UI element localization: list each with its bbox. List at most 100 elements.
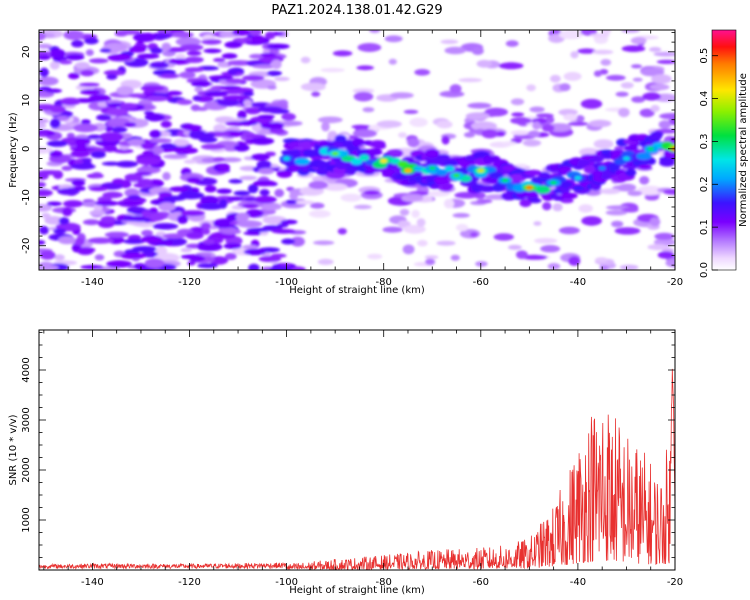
heatmap-cell	[218, 227, 238, 234]
heatmap-cell	[103, 69, 125, 76]
heatmap-cell	[80, 89, 101, 95]
heatmap-cell	[213, 123, 227, 133]
heatmap-cell	[572, 185, 585, 191]
heatmap-cell	[262, 215, 287, 225]
heatmap-cell	[247, 30, 262, 36]
heatmap-cell	[189, 255, 206, 262]
heatmap-cell	[249, 53, 264, 59]
heatmap-cell	[510, 98, 525, 106]
heatmap-cell	[213, 218, 236, 229]
heatmap-cell	[350, 158, 363, 165]
heatmap-cell	[388, 58, 397, 65]
heatmap-cell	[224, 252, 237, 260]
heatmap-cell	[226, 196, 245, 201]
heatmap-cell	[88, 58, 109, 64]
heatmap-cell	[257, 106, 283, 113]
heatmap-cell	[160, 143, 177, 150]
x-tick-label: -60	[473, 277, 489, 288]
heatmap-cell	[243, 231, 265, 236]
heatmap-cell	[39, 132, 49, 137]
heatmap-cell	[578, 204, 593, 213]
heatmap-cell	[46, 140, 68, 147]
heatmap-cell	[441, 183, 454, 190]
heatmap-cell	[452, 213, 470, 218]
heatmap-cell	[141, 235, 164, 243]
heatmap-cell	[469, 231, 478, 238]
heatmap-cell	[605, 74, 626, 81]
heatmap-cell	[233, 190, 251, 196]
heatmap-cell	[649, 217, 661, 227]
heatmap-cell	[94, 200, 119, 207]
x-tick-label: -140	[81, 277, 104, 288]
heatmap-cell	[605, 210, 628, 216]
heatmap-cell	[266, 43, 290, 50]
heatmap-cell	[44, 216, 64, 225]
heatmap-cell	[605, 205, 630, 210]
heatmap-cell	[427, 190, 451, 197]
heatmap-cell	[204, 185, 217, 193]
heatmap-cell	[39, 104, 58, 111]
heatmap-cell	[589, 33, 610, 38]
heatmap-cell	[575, 115, 585, 123]
heatmap-cell	[444, 165, 456, 172]
heatmap-cell	[467, 102, 492, 109]
x-tick-label: -40	[570, 277, 586, 288]
heatmap-cell	[89, 186, 108, 192]
x-tick-label: -120	[178, 277, 201, 288]
heatmap-cell	[69, 147, 95, 151]
heatmap-cell	[654, 232, 675, 240]
heatmap-cell	[480, 185, 491, 192]
heatmap-cell	[369, 30, 381, 33]
heatmap-cell	[227, 68, 238, 75]
heatmap-cell	[71, 40, 84, 48]
snr-ylabel: SNR (10 * v/v)	[8, 414, 19, 485]
heatmap-cell	[212, 157, 226, 162]
heatmap-cell	[644, 194, 660, 201]
heatmap-cell	[458, 78, 483, 83]
heatmap-cell	[61, 207, 73, 217]
heatmap-cell	[39, 86, 52, 91]
heatmap-cell	[444, 46, 466, 55]
heatmap-cell	[399, 208, 410, 216]
heatmap-cell	[337, 228, 347, 235]
heatmap-cell	[619, 264, 639, 270]
heatmap-cell	[132, 246, 157, 253]
heatmap-cell	[510, 130, 531, 136]
y-tick-label: 0	[21, 146, 32, 152]
heatmap-cell	[114, 31, 128, 37]
heatmap-cell	[201, 39, 222, 45]
heatmap-cell	[149, 138, 172, 144]
heatmap-cell	[266, 70, 282, 77]
heatmap-cell	[476, 199, 493, 204]
heatmap-cell	[416, 218, 426, 227]
heatmap-cell	[605, 162, 620, 172]
heatmap-cell	[106, 74, 118, 80]
heatmap-cell	[248, 263, 260, 270]
heatmap-cell	[127, 138, 145, 147]
heatmap-cell	[259, 189, 270, 196]
heatmap-cell	[162, 172, 171, 181]
heatmap-cell	[373, 143, 387, 150]
heatmap-cell	[465, 112, 490, 120]
heatmap-cell	[163, 195, 186, 202]
heatmap-cell	[243, 99, 252, 107]
heatmap-cell	[204, 90, 229, 97]
heatmap-cell	[247, 184, 259, 194]
heatmap-cell	[547, 263, 561, 270]
heatmap-cell	[70, 163, 96, 170]
heatmap-cell	[611, 220, 624, 228]
heatmap-cell	[140, 85, 165, 92]
heatmap-cell	[651, 74, 672, 84]
heatmap-cell	[175, 53, 186, 60]
heatmap-cell	[220, 157, 242, 163]
heatmap-cell	[449, 84, 462, 94]
heatmap-cell	[137, 53, 160, 59]
heatmap-cell	[290, 236, 305, 247]
heatmap-cell	[79, 82, 100, 87]
heatmap-cell	[308, 210, 331, 218]
heatmap-cell	[68, 72, 80, 80]
heatmap-cell	[508, 244, 522, 250]
heatmap-cell	[387, 149, 401, 156]
heatmap-cell	[39, 32, 46, 41]
